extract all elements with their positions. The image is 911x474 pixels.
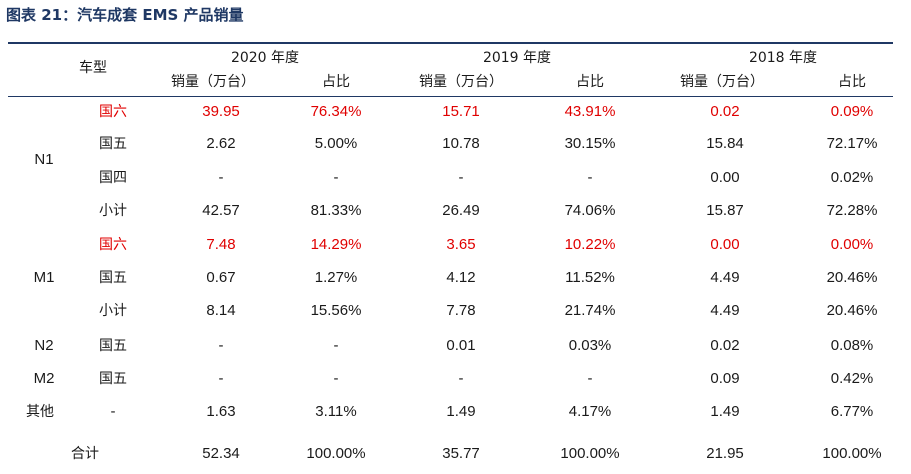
column-header-type: 车型 (79, 60, 107, 76)
share-cell: 0.00% (830, 236, 874, 253)
volume-cell: 0.00 (710, 236, 740, 253)
header-bottom-rule (8, 96, 893, 97)
share-cell: 11.52% (565, 269, 615, 286)
row-label: 国五 (99, 270, 127, 286)
subheader-volume-2019: 销量（万台） (419, 74, 503, 90)
table-top-rule (8, 42, 893, 44)
volume-cell: 0.67 (206, 269, 236, 286)
volume-cell: 42.57 (202, 202, 240, 219)
volume-cell: 0.09 (710, 370, 740, 387)
volume-cell: 3.65 (446, 236, 476, 253)
subheader-share-2018: 占比 (838, 74, 866, 90)
share-cell: 0.02% (830, 169, 874, 186)
volume-cell: 4.49 (710, 302, 740, 319)
volume-cell: 1.49 (446, 403, 476, 420)
group-label: M1 (33, 269, 55, 286)
share-cell: 10.22% (564, 236, 616, 253)
volume-cell: - (218, 337, 224, 354)
volume-cell: 10.78 (442, 135, 480, 152)
volume-cell: 52.34 (202, 445, 240, 462)
subheader-share-2019: 占比 (576, 74, 604, 90)
share-cell: 5.00% (314, 135, 358, 152)
share-cell: 14.29% (310, 236, 362, 253)
row-label: 小计 (99, 203, 127, 219)
volume-cell: - (458, 169, 464, 186)
volume-cell: 2.62 (206, 135, 236, 152)
share-cell: 43.91% (564, 103, 616, 120)
subheader-volume-2020: 销量（万台） (171, 74, 255, 90)
volume-cell: - (218, 169, 224, 186)
share-cell: 0.03% (568, 337, 612, 354)
subheader-volume-2018: 销量（万台） (680, 74, 764, 90)
share-cell: 20.46% (826, 269, 878, 286)
volume-cell: 0.00 (710, 169, 740, 186)
group-label: 其他 (26, 404, 54, 420)
group-label: N1 (34, 151, 54, 168)
row-label: 国四 (99, 170, 127, 186)
row-label: 国五 (99, 338, 127, 354)
share-cell: - (587, 370, 593, 387)
share-cell: 30.15% (564, 135, 616, 152)
row-label: 国五 (99, 136, 127, 152)
group-label: N2 (34, 337, 54, 354)
share-cell: 100.00% (306, 445, 366, 462)
share-cell: 100.00% (560, 445, 620, 462)
volume-cell: 15.87 (706, 202, 744, 219)
volume-cell: 39.95 (202, 103, 240, 120)
volume-cell: - (218, 370, 224, 387)
share-cell: 21.74% (564, 302, 616, 319)
share-cell: - (333, 169, 339, 186)
figure-title: 图表 21：汽车成套 EMS 产品销量 (6, 6, 244, 24)
volume-cell: 26.49 (442, 202, 480, 219)
volume-cell: 8.14 (206, 302, 236, 319)
subheader-share-2020: 占比 (322, 74, 350, 90)
share-cell: 20.46% (826, 302, 878, 319)
volume-cell: 21.95 (706, 445, 744, 462)
volume-cell: - (458, 370, 464, 387)
share-cell: 6.77% (830, 403, 874, 420)
share-cell: 72.28% (826, 202, 878, 219)
year-header-2018: 2018 年度 (748, 50, 818, 66)
volume-cell: 4.12 (446, 269, 476, 286)
volume-cell: 0.01 (446, 337, 476, 354)
share-cell: 72.17% (826, 135, 878, 152)
share-cell: - (333, 370, 339, 387)
volume-cell: 7.48 (206, 236, 236, 253)
share-cell: 76.34% (310, 103, 362, 120)
row-label: 合计 (71, 446, 99, 462)
row-label: 国五 (99, 371, 127, 387)
volume-cell: 0.02 (710, 103, 740, 120)
volume-cell: 35.77 (442, 445, 480, 462)
share-cell: - (587, 169, 593, 186)
volume-cell: 7.78 (446, 302, 476, 319)
share-cell: 74.06% (564, 202, 616, 219)
year-header-2019: 2019 年度 (482, 50, 552, 66)
share-cell: 0.08% (830, 337, 874, 354)
volume-cell: 15.84 (706, 135, 744, 152)
share-cell: 0.09% (830, 103, 874, 120)
share-cell: 1.27% (314, 269, 358, 286)
share-cell: 0.42% (830, 370, 874, 387)
share-cell: 3.11% (315, 403, 357, 420)
year-header-2020: 2020 年度 (230, 50, 300, 66)
share-cell: 4.17% (568, 403, 612, 420)
volume-cell: 1.63 (206, 403, 236, 420)
volume-cell: 1.49 (710, 403, 740, 420)
row-label: 小计 (99, 303, 127, 319)
row-label: 国六 (99, 237, 127, 253)
volume-cell: 0.02 (710, 337, 740, 354)
row-label: 国六 (99, 104, 127, 120)
share-cell: - (333, 337, 339, 354)
group-label: M2 (33, 370, 55, 387)
row-label: - (110, 404, 116, 420)
share-cell: 100.00% (822, 445, 882, 462)
share-cell: 15.56% (310, 302, 362, 319)
volume-cell: 15.71 (442, 103, 480, 120)
share-cell: 81.33% (310, 202, 362, 219)
volume-cell: 4.49 (710, 269, 740, 286)
